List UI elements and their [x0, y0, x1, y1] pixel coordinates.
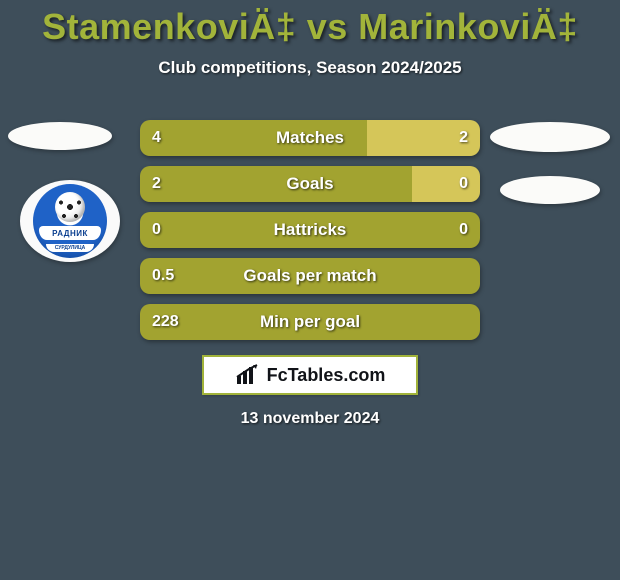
bar-chart-icon: [235, 364, 261, 386]
brand-box[interactable]: FcTables.com: [202, 355, 418, 395]
comparison-infographic: StamenkoviÄ‡ vs MarinkoviÄ‡ Club competi…: [0, 0, 620, 580]
player-b-avatar-oval-1: [490, 122, 610, 152]
page-subtitle: Club competitions, Season 2024/2025: [0, 58, 620, 78]
stat-bar-player-a: [140, 120, 367, 156]
brand-text: FcTables.com: [267, 365, 386, 386]
stat-bar-player-a: [140, 258, 480, 294]
stat-row: Goals per match0.5: [140, 258, 480, 294]
club-badge-subbanner: СУРДУЛИЦА: [46, 244, 94, 252]
page-title: StamenkoviÄ‡ vs MarinkoviÄ‡: [0, 0, 620, 48]
stat-bar-player-b: [412, 166, 480, 202]
stat-bar-player-a: [140, 304, 480, 340]
stat-row: Min per goal228: [140, 304, 480, 340]
footer-date: 13 november 2024: [0, 410, 620, 428]
soccer-ball-icon: [55, 192, 85, 222]
stat-bar-player-a: [140, 166, 412, 202]
club-badge: РАДНИК СУРДУЛИЦА: [20, 180, 120, 262]
stat-row: Goals20: [140, 166, 480, 202]
player-a-avatar-oval: [8, 122, 112, 150]
club-badge-inner: РАДНИК СУРДУЛИЦА: [33, 184, 107, 258]
stat-row: Matches42: [140, 120, 480, 156]
stat-bar-player-b: [367, 120, 480, 156]
stat-row: Hattricks00: [140, 212, 480, 248]
club-badge-banner: РАДНИК: [39, 226, 101, 240]
stat-bars: Matches42 Goals20 Hattricks00 Goals per mat…: [140, 120, 480, 350]
player-b-avatar-oval-2: [500, 176, 600, 204]
stat-bar-player-a: [140, 212, 480, 248]
